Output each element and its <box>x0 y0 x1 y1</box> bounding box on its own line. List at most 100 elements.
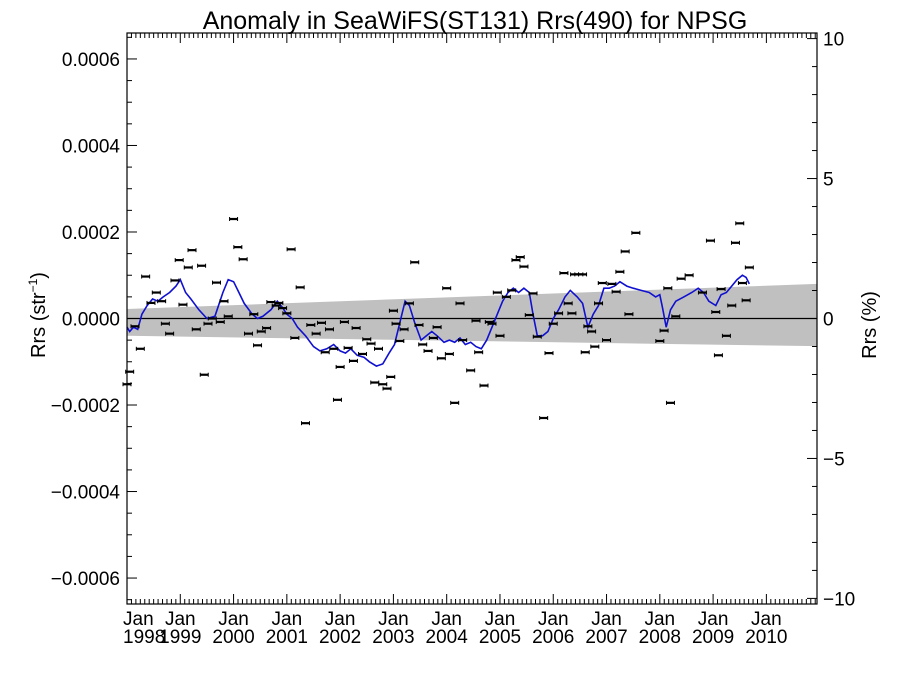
data-point <box>351 326 361 331</box>
x-tick-label-month: Jan <box>538 609 569 630</box>
y-right-tick-label: −5 <box>823 449 845 470</box>
data-point <box>590 344 600 349</box>
data-point <box>229 217 239 222</box>
data-point <box>487 321 497 326</box>
y-axis-left-tick-labels: 0.0006 0.0004 0.0002 0.0000 −0.0002 −0.0004 −0… <box>51 50 121 590</box>
data-point <box>727 303 737 308</box>
y-left-tick-label: 0.0006 <box>62 50 120 71</box>
data-point <box>684 273 694 278</box>
x-axis-tick-labels: Jan1998Jan1999Jan2000Jan2001Jan2002Jan20… <box>123 609 788 648</box>
data-point <box>343 345 353 350</box>
data-point <box>300 421 310 426</box>
data-point <box>597 281 607 286</box>
y-left-tick-label: −0.0002 <box>51 396 120 417</box>
y-right-tick-label: 5 <box>823 170 834 191</box>
data-point <box>311 331 321 336</box>
data-point <box>282 311 292 316</box>
data-point <box>458 338 468 343</box>
x-tick-label-month: Jan <box>751 609 782 630</box>
data-point <box>631 230 641 235</box>
data-point <box>423 348 433 353</box>
x-tick-label-year: 2007 <box>585 627 627 648</box>
data-point <box>203 321 213 326</box>
data-point <box>474 350 484 355</box>
data-point <box>501 294 511 299</box>
data-point <box>655 338 665 343</box>
x-tick-label-year: 2001 <box>266 627 308 648</box>
data-point <box>716 287 726 292</box>
data-point <box>207 316 217 321</box>
data-point <box>366 341 376 346</box>
data-point <box>335 364 345 369</box>
y-axis-left-label-superscript: −1 <box>26 278 40 292</box>
chart-title: Anomaly in SeaWiFS(ST131) Rrs(490) for N… <box>203 7 748 35</box>
x-tick-label-year: 2002 <box>319 627 361 648</box>
y-left-tick-label: 0.0002 <box>62 223 120 244</box>
y-left-tick-label: 0.0000 <box>62 310 120 331</box>
data-point <box>587 329 597 334</box>
data-point <box>554 311 564 316</box>
data-point <box>160 321 170 326</box>
data-point <box>567 311 577 316</box>
data-point <box>663 286 673 291</box>
data-point <box>362 337 372 342</box>
data-point <box>711 310 721 315</box>
data-point <box>332 397 342 402</box>
data-point <box>539 415 549 420</box>
data-point <box>191 327 201 332</box>
y-right-tick-label: 10 <box>823 30 844 51</box>
data-point <box>455 301 465 306</box>
x-tick-label-month: Jan <box>644 609 675 630</box>
data-point <box>178 302 188 307</box>
data-point <box>580 350 590 355</box>
data-point <box>391 321 401 326</box>
y-axis-right-tick-labels: 10 5 0 −5 −10 <box>823 30 855 611</box>
data-point <box>271 303 281 308</box>
data-point <box>507 288 517 293</box>
data-point <box>428 335 438 340</box>
data-point <box>165 331 175 336</box>
x-tick-label-month: Jan <box>123 609 154 630</box>
x-tick-label-month: Jan <box>698 609 729 630</box>
data-point <box>278 306 288 311</box>
x-tick-label-month: Jan <box>218 609 249 630</box>
data-point <box>583 324 593 329</box>
data-point <box>442 286 452 291</box>
data-point <box>713 353 723 358</box>
data-point <box>515 255 525 260</box>
data-point <box>665 400 675 405</box>
data-point <box>563 301 573 306</box>
x-tick-label-year: 2010 <box>745 627 787 648</box>
data-point <box>187 248 197 253</box>
data-point <box>358 351 368 356</box>
data-point <box>620 249 630 254</box>
data-point <box>404 301 414 306</box>
data-point <box>286 247 296 252</box>
data-point <box>329 346 339 351</box>
data-point <box>544 351 554 356</box>
data-point <box>744 265 754 270</box>
data-point <box>511 258 521 263</box>
x-tick-label-year: 1999 <box>159 627 201 648</box>
data-point <box>373 346 383 351</box>
y-left-tick-label: 0.0004 <box>62 136 121 157</box>
x-tick-label-year: 2005 <box>479 627 521 648</box>
data-point <box>697 290 707 295</box>
data-point <box>532 334 542 339</box>
data-point <box>212 280 222 285</box>
data-point <box>157 299 167 304</box>
confidence-band <box>127 283 817 347</box>
data-point <box>444 351 454 356</box>
data-point <box>524 313 534 318</box>
x-tick-label-year: 2008 <box>639 627 681 648</box>
data-point <box>290 335 300 340</box>
y-axis-right-label: Rrs (%) <box>859 291 881 359</box>
data-point <box>519 264 529 269</box>
data-point <box>479 383 489 388</box>
data-point <box>378 382 388 387</box>
x-tick-label-month: Jan <box>165 609 196 630</box>
data-point <box>339 319 349 324</box>
data-point <box>223 314 233 319</box>
data-point <box>414 322 424 327</box>
